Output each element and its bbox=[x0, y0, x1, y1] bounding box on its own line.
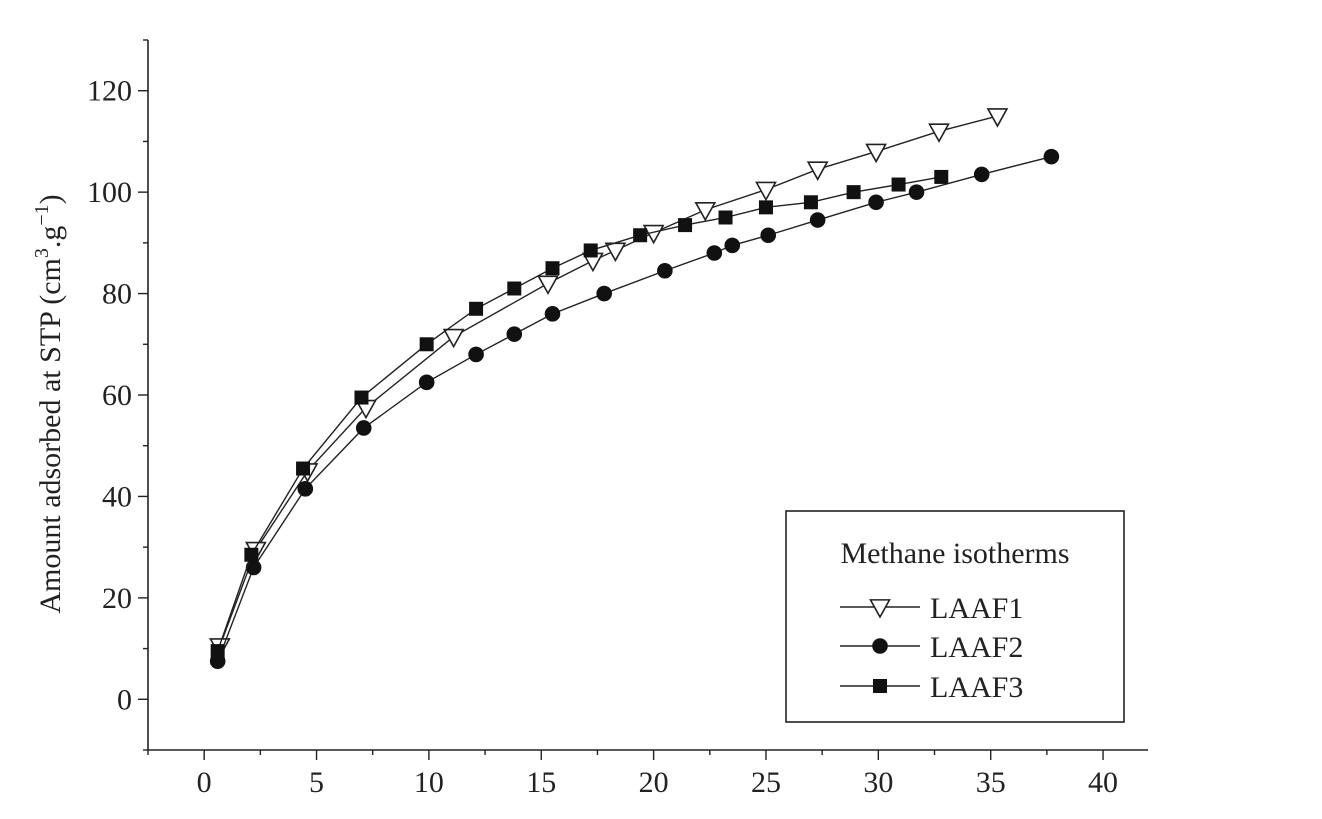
legend-marker bbox=[873, 679, 887, 693]
legend-label: LAAF1 bbox=[930, 592, 1023, 625]
data-point bbox=[1043, 148, 1060, 165]
data-point bbox=[297, 481, 314, 497]
data-point bbox=[419, 337, 434, 352]
data-point bbox=[809, 212, 826, 228]
legend-label: LAAF3 bbox=[930, 671, 1023, 704]
data-point bbox=[244, 547, 259, 562]
legend: Methane isotherms LAAF1 LAAF2 LAAF3 bbox=[785, 510, 1125, 723]
legend-box bbox=[785, 510, 1125, 723]
y-axis-title-mid: .g bbox=[34, 226, 67, 249]
data-point bbox=[678, 218, 693, 233]
data-point bbox=[724, 237, 741, 254]
legend-item: LAAF3 bbox=[840, 671, 1023, 704]
data-point bbox=[210, 644, 225, 659]
data-point bbox=[865, 143, 887, 164]
data-point bbox=[706, 245, 723, 261]
legend-item: LAAF1 bbox=[840, 592, 1023, 625]
data-point bbox=[544, 306, 561, 322]
y-axis-title-sup2: −1 bbox=[31, 204, 53, 225]
y-tick-label: 20 bbox=[102, 582, 132, 615]
legend-marker bbox=[869, 599, 891, 619]
data-point bbox=[507, 281, 522, 296]
x-tick-label: 40 bbox=[1088, 766, 1118, 799]
data-point bbox=[973, 166, 990, 183]
data-point bbox=[633, 228, 648, 243]
x-tick-label: 0 bbox=[197, 766, 212, 799]
data-point bbox=[506, 326, 523, 342]
axes: 0 5 10 15 20 25 30 35 40 0 20 40 60 80 100 120 bbox=[87, 39, 1148, 799]
x-tick-label: 5 bbox=[309, 766, 324, 799]
x-tick-label: 15 bbox=[526, 766, 556, 799]
data-point bbox=[296, 461, 311, 476]
data-point bbox=[469, 301, 484, 316]
data-point bbox=[442, 328, 465, 349]
y-tick-label: 80 bbox=[102, 278, 132, 311]
x-tick-label: 20 bbox=[639, 766, 669, 799]
data-point bbox=[694, 201, 717, 222]
data-point bbox=[986, 108, 1009, 128]
y-axis-title-end: ) bbox=[34, 194, 67, 204]
data-point bbox=[803, 195, 818, 210]
series-layer bbox=[209, 108, 1060, 670]
data-point bbox=[806, 161, 829, 181]
y-axis-title-sup1: 3 bbox=[31, 248, 53, 258]
data-point bbox=[846, 185, 861, 200]
series-laaf2 bbox=[209, 148, 1060, 670]
data-point bbox=[537, 275, 559, 296]
y-axis-title: Amount adsorbed at STP (cm3.g−1) bbox=[31, 194, 67, 613]
y-tick-label: 120 bbox=[87, 75, 132, 108]
data-point bbox=[928, 123, 950, 143]
y-axis-title-main: Amount adsorbed at STP (cm bbox=[34, 258, 67, 614]
y-tick-label: 100 bbox=[87, 176, 132, 209]
data-point bbox=[418, 374, 435, 391]
data-point bbox=[868, 194, 884, 211]
data-point bbox=[934, 169, 949, 184]
series-laaf3 bbox=[210, 169, 949, 659]
x-tick-label: 30 bbox=[863, 766, 893, 799]
legend-item: LAAF2 bbox=[840, 631, 1023, 664]
legend-items: LAAF1 LAAF2 LAAF3 bbox=[840, 592, 1023, 704]
data-point bbox=[604, 242, 627, 263]
data-point bbox=[355, 420, 372, 436]
data-point bbox=[908, 184, 925, 200]
legend-label: LAAF2 bbox=[930, 631, 1023, 664]
data-point bbox=[760, 227, 777, 244]
x-tick-label: 35 bbox=[976, 766, 1006, 799]
data-point bbox=[755, 181, 777, 202]
data-point bbox=[545, 261, 560, 276]
y-tick-label: 0 bbox=[117, 683, 132, 716]
legend-marker bbox=[872, 638, 888, 654]
x-tick-label: 10 bbox=[414, 766, 444, 799]
data-point bbox=[758, 200, 773, 215]
data-point bbox=[245, 559, 262, 576]
data-point bbox=[354, 390, 369, 405]
data-point bbox=[642, 224, 665, 245]
y-tick-label: 60 bbox=[102, 379, 132, 412]
data-point bbox=[718, 210, 733, 225]
data-point bbox=[468, 346, 484, 363]
data-point bbox=[891, 177, 906, 192]
data-point bbox=[596, 285, 612, 302]
y-tick-label: 40 bbox=[102, 480, 132, 513]
legend-title: Methane isotherms bbox=[840, 537, 1069, 570]
data-point bbox=[583, 243, 598, 258]
x-tick-label: 25 bbox=[751, 766, 781, 799]
data-point bbox=[657, 262, 673, 279]
